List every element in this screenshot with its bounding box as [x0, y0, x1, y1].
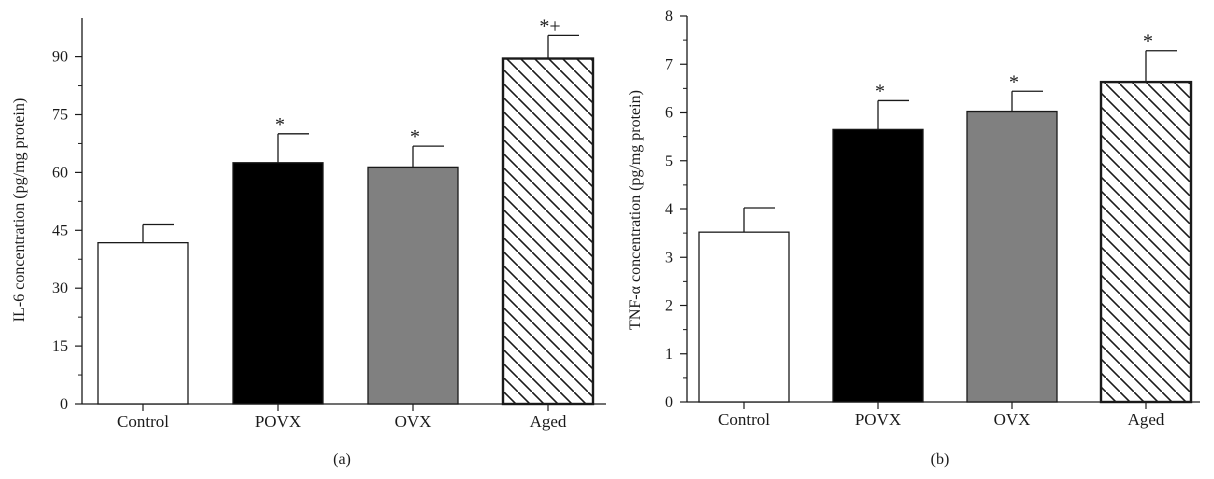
panel-label: (b) — [931, 451, 950, 468]
y-tick-label: 0 — [60, 396, 68, 413]
category-label: OVX — [994, 410, 1031, 429]
category-label: Control — [117, 412, 169, 431]
category-label: Aged — [1128, 410, 1165, 429]
significance-marker: * — [1143, 31, 1153, 53]
category-label: Aged — [530, 412, 567, 431]
y-tick-label: 5 — [665, 153, 673, 170]
category-label: Control — [718, 410, 770, 429]
y-tick-label: 3 — [665, 249, 673, 266]
category-label: POVX — [855, 410, 901, 429]
y-tick-label: 30 — [52, 280, 68, 297]
y-tick-label: 0 — [665, 394, 673, 411]
category-label: OVX — [395, 412, 432, 431]
significance-marker: * — [410, 126, 420, 148]
y-tick-label: 75 — [52, 107, 68, 124]
bar-control — [97, 242, 189, 405]
y-tick-label: 90 — [52, 49, 68, 66]
bar-ovx — [966, 110, 1058, 403]
y-tick-label: 60 — [52, 164, 68, 181]
y-tick-label: 7 — [665, 56, 673, 73]
y-tick-label: 15 — [52, 338, 68, 355]
bar-aged — [1099, 80, 1193, 404]
y-tick-label: 45 — [52, 222, 68, 239]
bar-povx — [832, 128, 924, 403]
y-axis-title: TNF-α concentration (pg/mg protein) — [627, 90, 644, 330]
bar-ovx — [367, 166, 459, 405]
y-tick-label: 8 — [665, 8, 673, 25]
y-tick-label: 1 — [665, 346, 673, 363]
chart-panel-tnf-alpha: TNF-α concentration (pg/mg protein) (b) … — [627, 8, 1200, 468]
y-axis-title: IL-6 concentration (pg/mg protein) — [11, 98, 28, 322]
panel-label: (a) — [333, 451, 351, 468]
category-label: POVX — [255, 412, 301, 431]
significance-marker: * — [275, 114, 285, 136]
significance-marker: * — [875, 80, 885, 102]
chart-panel-il6: IL-6 concentration (pg/mg protein) (a) 0… — [11, 15, 606, 468]
bar-povx — [232, 162, 324, 405]
bar-control — [698, 231, 790, 403]
y-tick-label: 6 — [665, 105, 673, 122]
significance-marker: *+ — [539, 15, 560, 37]
bar-aged — [501, 57, 595, 406]
significance-marker: * — [1009, 71, 1019, 93]
y-tick-label: 4 — [665, 201, 673, 218]
y-tick-label: 2 — [665, 298, 673, 315]
